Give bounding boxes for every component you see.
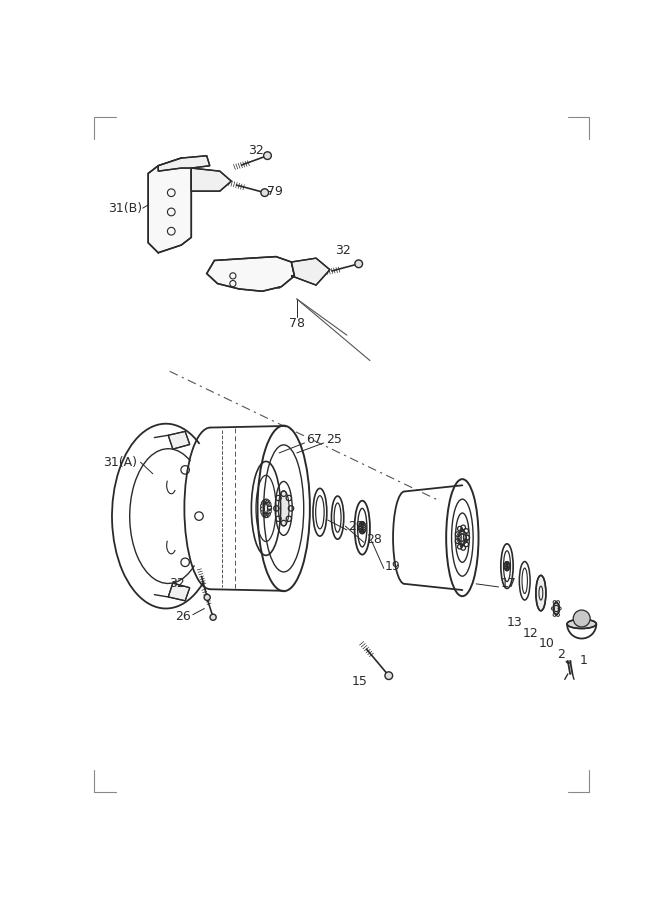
Text: 26: 26 (175, 609, 191, 623)
Circle shape (261, 189, 269, 196)
Text: 79: 79 (267, 184, 283, 198)
Text: 12: 12 (522, 626, 538, 640)
Polygon shape (207, 256, 295, 292)
Circle shape (573, 610, 590, 627)
Circle shape (263, 152, 271, 159)
Text: 78: 78 (289, 317, 305, 330)
Text: 31(B): 31(B) (108, 202, 142, 214)
Polygon shape (168, 431, 190, 449)
Text: 17: 17 (501, 578, 516, 590)
Text: 15: 15 (352, 675, 368, 688)
Text: 32: 32 (248, 144, 264, 157)
Text: 1: 1 (580, 654, 588, 668)
Text: 2: 2 (557, 648, 565, 662)
Polygon shape (554, 601, 559, 616)
Text: 31(A): 31(A) (103, 455, 137, 469)
Ellipse shape (567, 619, 596, 628)
Polygon shape (158, 156, 210, 171)
Text: 29: 29 (348, 519, 364, 533)
Text: 28: 28 (366, 533, 382, 545)
Ellipse shape (536, 575, 546, 611)
Polygon shape (168, 583, 190, 601)
Text: 13: 13 (507, 616, 522, 629)
Polygon shape (148, 158, 191, 253)
Polygon shape (191, 168, 231, 191)
Polygon shape (291, 258, 330, 285)
Circle shape (204, 594, 210, 600)
Text: 32: 32 (335, 244, 351, 257)
Text: 19: 19 (385, 560, 401, 572)
Circle shape (355, 260, 363, 267)
Text: 67: 67 (307, 433, 322, 446)
Circle shape (385, 671, 393, 680)
Text: 32: 32 (169, 578, 185, 590)
Circle shape (210, 614, 216, 620)
Text: 25: 25 (325, 433, 342, 446)
Ellipse shape (278, 491, 289, 526)
Text: 10: 10 (539, 636, 555, 650)
